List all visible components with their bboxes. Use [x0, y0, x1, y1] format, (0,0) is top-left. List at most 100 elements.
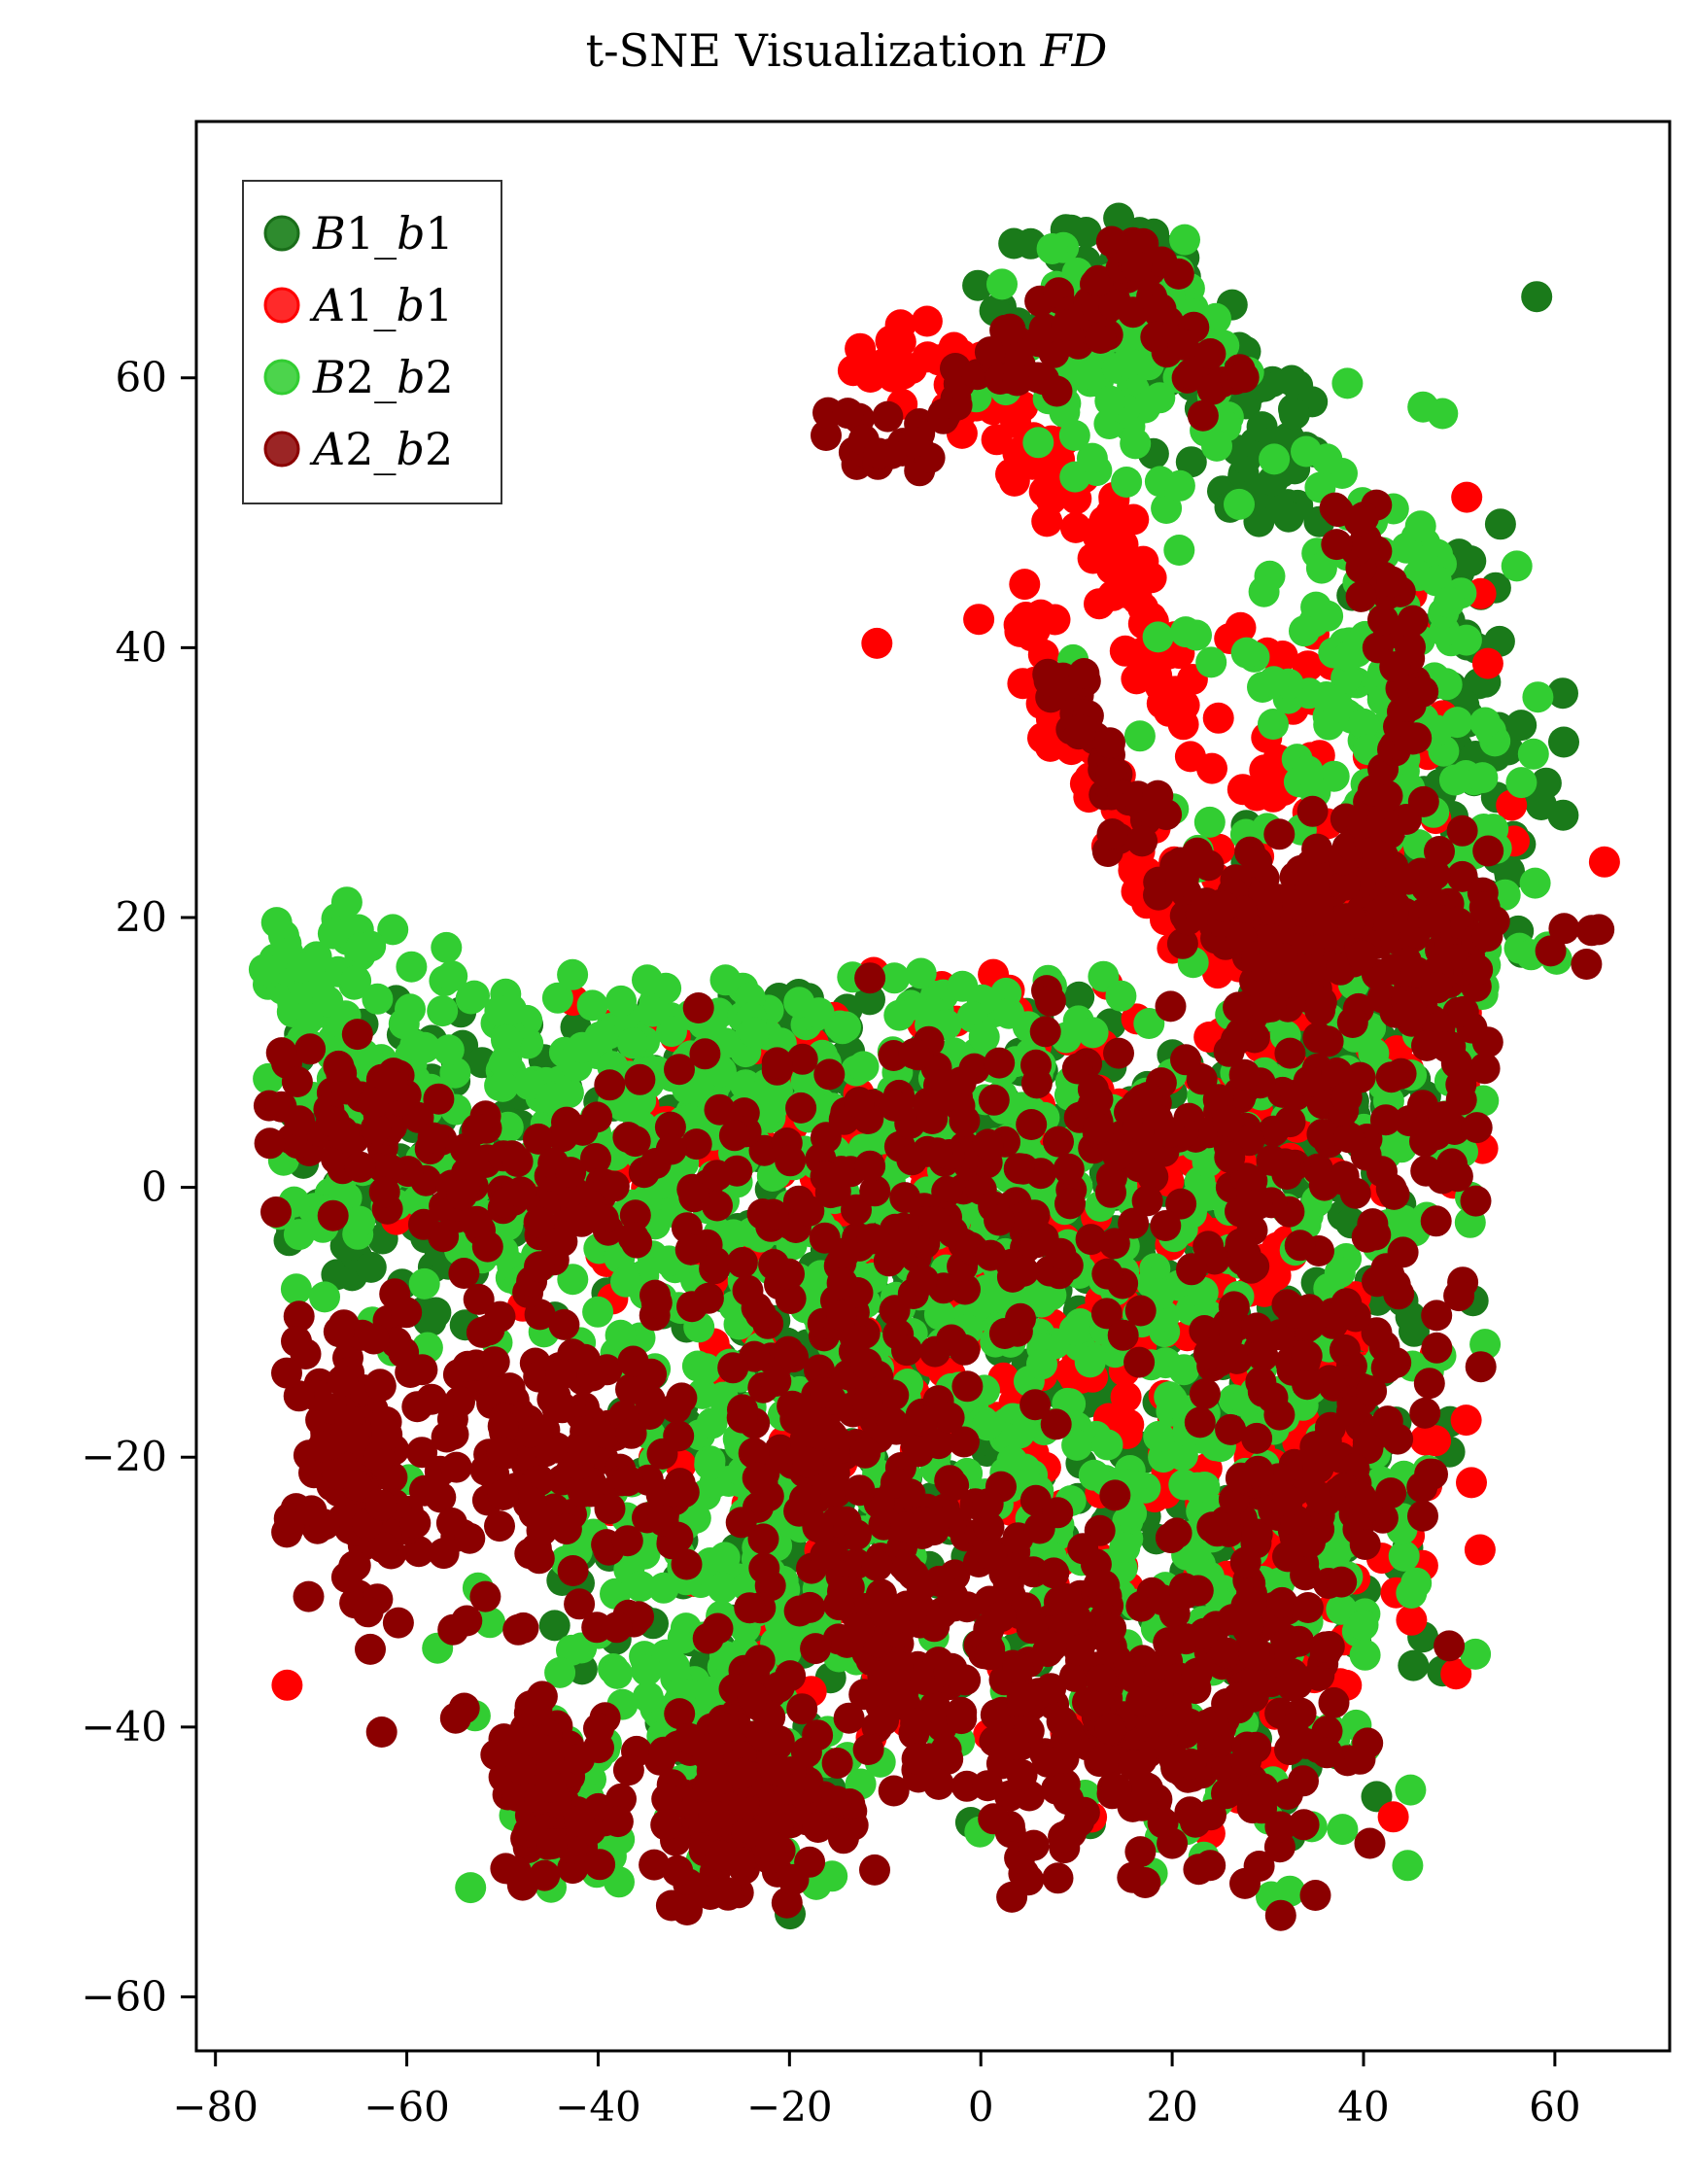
- point-a2-b2: [810, 1161, 842, 1193]
- point-b2-b2: [968, 1021, 1000, 1053]
- point-b2-b2: [1022, 427, 1054, 459]
- point-b1-b1: [1505, 710, 1538, 742]
- point-a2-b2: [1166, 927, 1198, 959]
- point-b2-b2: [1144, 382, 1176, 414]
- point-a2-b2: [271, 1357, 302, 1389]
- point-a2-b2: [1101, 1139, 1133, 1171]
- point-a2-b2: [849, 1437, 881, 1469]
- point-a2-b2: [309, 1508, 341, 1541]
- point-a2-b2: [823, 1589, 855, 1621]
- point-b2-b2: [1333, 641, 1365, 673]
- point-a1-b1: [1118, 503, 1150, 536]
- point-a2-b2: [514, 1538, 546, 1570]
- point-a2-b2: [471, 1231, 503, 1263]
- point-a2-b2: [612, 1465, 644, 1497]
- point-a1-b1: [963, 604, 995, 636]
- point-b2-b2: [1258, 666, 1290, 698]
- point-a2-b2: [341, 1019, 373, 1051]
- point-a2-b2: [906, 1570, 938, 1602]
- point-a2-b2: [1046, 1706, 1078, 1738]
- point-b2-b2: [344, 1205, 376, 1237]
- point-a2-b2: [1308, 1169, 1340, 1201]
- point-a2-b2: [859, 1175, 891, 1207]
- point-a2-b2: [1441, 1161, 1473, 1193]
- point-a2-b2: [731, 1817, 763, 1849]
- point-b2-b2: [431, 931, 463, 963]
- point-a2-b2: [1155, 1522, 1187, 1554]
- point-b2-b2: [1467, 762, 1499, 794]
- point-a2-b2: [416, 1383, 447, 1415]
- point-a2-b2: [448, 1258, 480, 1289]
- point-b2-b2: [1404, 510, 1436, 542]
- point-a2-b2: [1336, 1396, 1367, 1428]
- point-a2-b2: [726, 1247, 758, 1278]
- point-a2-b2: [437, 1418, 469, 1450]
- point-a2-b2: [1019, 1389, 1052, 1421]
- point-b2-b2: [1386, 1131, 1417, 1163]
- point-a2-b2: [1091, 1258, 1123, 1290]
- point-a2-b2: [718, 1120, 750, 1152]
- point-a2-b2: [938, 1470, 970, 1502]
- point-a2-b2: [950, 1664, 982, 1696]
- point-a2-b2: [1264, 1811, 1296, 1843]
- point-a2-b2: [646, 1438, 678, 1470]
- point-a2-b2: [1048, 1820, 1080, 1853]
- chart-title-main: t-SNE Visualization: [586, 24, 1041, 77]
- point-a2-b2: [1192, 1709, 1224, 1741]
- point-a1-b1: [1031, 505, 1063, 537]
- point-a2-b2: [1042, 1497, 1074, 1529]
- point-b2-b2: [1460, 1638, 1492, 1670]
- point-a2-b2: [548, 1308, 580, 1340]
- point-b2-b2: [1117, 320, 1149, 352]
- point-b2-b2: [1151, 493, 1183, 524]
- point-b2-b2: [496, 993, 527, 1025]
- point-a2-b2: [505, 1753, 537, 1785]
- point-a2-b2: [773, 1335, 805, 1368]
- point-a2-b2: [1214, 1141, 1246, 1173]
- point-b2-b2: [1061, 1429, 1093, 1461]
- point-a2-b2: [484, 1510, 515, 1543]
- point-a2-b2: [701, 1160, 733, 1192]
- point-a2-b2: [1241, 1422, 1273, 1454]
- point-a2-b2: [1003, 1153, 1035, 1185]
- point-a2-b2: [695, 1770, 727, 1802]
- point-a2-b2: [352, 1596, 384, 1628]
- point-a2-b2: [1284, 1230, 1316, 1262]
- point-a2-b2: [505, 1176, 537, 1208]
- point-a2-b2: [1038, 1557, 1070, 1589]
- point-b1-b1: [1276, 364, 1308, 397]
- point-a2-b2: [377, 1070, 409, 1102]
- point-b1-b1: [1521, 281, 1553, 313]
- point-b2-b2: [1501, 550, 1533, 582]
- point-a2-b2: [1241, 1189, 1273, 1220]
- point-a2-b2: [1225, 1228, 1257, 1260]
- point-a2-b2: [777, 1863, 810, 1895]
- point-a2-b2: [742, 1462, 774, 1494]
- point-b2-b2: [1392, 1850, 1424, 1882]
- point-a2-b2: [425, 1481, 457, 1513]
- point-a2-b2: [1124, 1295, 1157, 1327]
- point-a2-b2: [1016, 1109, 1048, 1140]
- point-a2-b2: [650, 1809, 682, 1841]
- point-a2-b2: [452, 1350, 484, 1382]
- point-a2-b2: [1468, 1053, 1501, 1085]
- point-a2-b2: [879, 1603, 911, 1635]
- point-b2-b2: [582, 1296, 614, 1328]
- point-a1-b1: [1451, 481, 1483, 513]
- point-b2-b2: [1305, 552, 1337, 584]
- point-a2-b2: [371, 1419, 403, 1450]
- point-a1-b1: [1110, 1381, 1142, 1413]
- point-a2-b2: [365, 1489, 397, 1521]
- point-b2-b2: [1259, 443, 1291, 475]
- point-b2-b2: [690, 1353, 722, 1385]
- point-b2-b2: [1396, 1577, 1428, 1609]
- point-b2-b2: [1349, 1639, 1381, 1671]
- point-a2-b2: [988, 1318, 1020, 1349]
- point-a2-b2: [640, 1287, 673, 1319]
- point-a2-b2: [810, 1377, 842, 1408]
- point-b2-b2: [283, 1219, 315, 1251]
- point-a2-b2: [487, 1410, 519, 1442]
- point-a2-b2: [1223, 991, 1255, 1023]
- point-a2-b2: [1042, 1862, 1074, 1894]
- point-a2-b2: [1131, 1082, 1163, 1113]
